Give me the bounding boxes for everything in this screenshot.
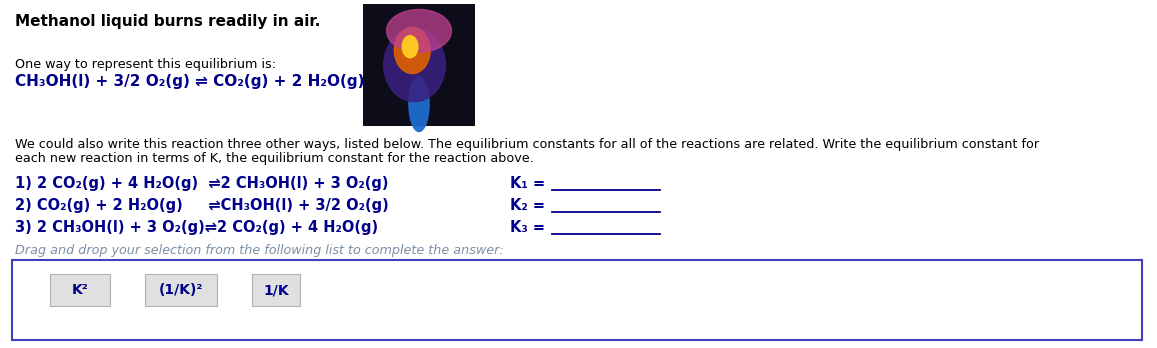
Text: K₂ =: K₂ = bbox=[510, 198, 545, 213]
Ellipse shape bbox=[384, 29, 445, 102]
Ellipse shape bbox=[395, 27, 430, 73]
Text: We could also write this reaction three other ways, listed below. The equilibriu: We could also write this reaction three … bbox=[15, 138, 1039, 151]
Bar bbox=[12, 260, 1142, 340]
Text: Methanol liquid burns readily in air.: Methanol liquid burns readily in air. bbox=[15, 14, 320, 29]
Ellipse shape bbox=[386, 9, 451, 52]
Text: K²: K² bbox=[72, 283, 88, 297]
Text: CH₃OH(l) + 3/2 O₂(g) ⇌ CO₂(g) + 2 H₂O(g): CH₃OH(l) + 3/2 O₂(g) ⇌ CO₂(g) + 2 H₂O(g) bbox=[15, 74, 364, 89]
Ellipse shape bbox=[403, 36, 418, 58]
Text: (1/K)²: (1/K)² bbox=[159, 283, 204, 297]
Text: K₁ =: K₁ = bbox=[510, 176, 545, 191]
Ellipse shape bbox=[408, 77, 429, 132]
Bar bbox=[50, 274, 110, 306]
Text: Drag and drop your selection from the following list to complete the answer:: Drag and drop your selection from the fo… bbox=[15, 244, 503, 257]
Text: 2) CO₂(g) + 2 H₂O(g)     ⇌CH₃OH(l) + 3/2 O₂(g): 2) CO₂(g) + 2 H₂O(g) ⇌CH₃OH(l) + 3/2 O₂(… bbox=[15, 198, 389, 213]
Text: 3) 2 CH₃OH(l) + 3 O₂(g)⇌2 CO₂(g) + 4 H₂O(g): 3) 2 CH₃OH(l) + 3 O₂(g)⇌2 CO₂(g) + 4 H₂O… bbox=[15, 220, 378, 235]
Text: One way to represent this equilibrium is:: One way to represent this equilibrium is… bbox=[15, 58, 277, 71]
Text: 1) 2 CO₂(g) + 4 H₂O(g)  ⇌2 CH₃OH(l) + 3 O₂(g): 1) 2 CO₂(g) + 4 H₂O(g) ⇌2 CH₃OH(l) + 3 O… bbox=[15, 176, 389, 191]
Bar bbox=[363, 4, 476, 126]
Text: 1/K: 1/K bbox=[263, 283, 289, 297]
Bar bbox=[145, 274, 218, 306]
Bar bbox=[252, 274, 300, 306]
Text: K₃ =: K₃ = bbox=[510, 220, 545, 235]
Text: each new reaction in terms of K, the equilibrium constant for the reaction above: each new reaction in terms of K, the equ… bbox=[15, 152, 533, 165]
